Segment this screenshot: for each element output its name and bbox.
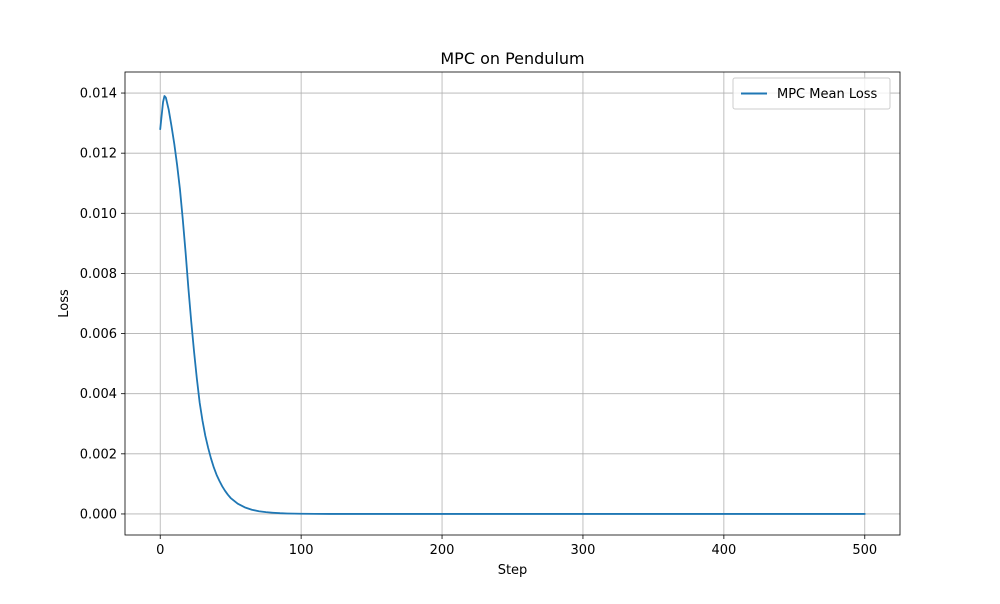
x-axis-label: Step (498, 563, 528, 578)
y-axis-ticks: 0.000 0.002 0.004 0.006 0.008 0.010 0.012 0.014 (80, 87, 125, 522)
x-tick-label: 500 (852, 543, 877, 558)
y-axis-label: Loss (57, 289, 72, 318)
y-tick-label: 0.002 (80, 447, 117, 462)
legend-entry-label: MPC Mean Loss (777, 87, 878, 102)
series-line (159, 95, 866, 515)
grid-lines (125, 72, 900, 535)
y-tick-label: 0.014 (80, 87, 117, 102)
x-axis-ticks: 0 100 200 300 400 500 (156, 535, 877, 558)
chart-title: MPC on Pendulum (440, 49, 584, 68)
x-tick-label: 400 (711, 543, 736, 558)
y-tick-label: 0.004 (80, 387, 117, 402)
x-tick-label: 300 (571, 543, 596, 558)
y-tick-label: 0.000 (80, 507, 117, 522)
x-tick-label: 100 (289, 543, 314, 558)
y-tick-label: 0.006 (80, 327, 117, 342)
legend-box (732, 77, 891, 110)
x-tick-label: 0 (156, 543, 164, 558)
y-tick-label: 0.010 (80, 207, 117, 222)
series-layer (159, 95, 866, 515)
y-tick-label: 0.008 (80, 267, 117, 282)
y-tick-label: 0.012 (80, 147, 117, 162)
legend: MPC Mean Loss (732, 77, 891, 110)
plot-frame (124, 71, 901, 536)
x-tick-label: 200 (430, 543, 455, 558)
